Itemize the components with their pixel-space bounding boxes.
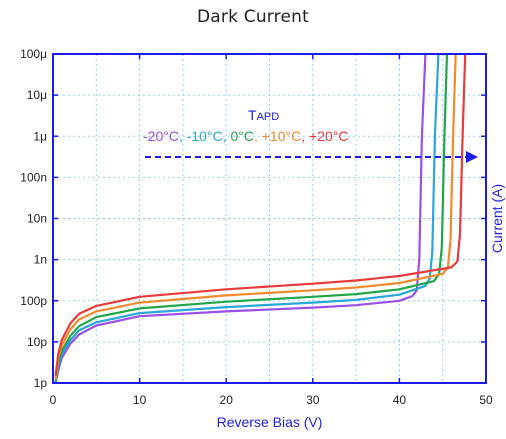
temperature-annotation: TAPD -20°C, -10°C, 0°C, +10°C, +20°C — [143, 107, 478, 163]
x-tick-label: 50 — [479, 393, 493, 407]
x-tick-label: 0 — [50, 393, 57, 407]
y-tick-label: 100n — [20, 170, 47, 184]
series-line — [54, 53, 449, 384]
chart-title: Dark Current — [197, 7, 309, 27]
x-axis-label: Reverse Bias (V) — [217, 414, 323, 430]
x-tick-label: 30 — [306, 393, 320, 407]
y-tick-label: 10p — [27, 335, 47, 349]
x-tick-label: 40 — [393, 393, 407, 407]
y-tick-label: 100p — [20, 294, 47, 308]
annotation-title: TAPD — [248, 107, 279, 123]
x-tick-label: 10 — [133, 393, 147, 407]
y-tick-label: 1p — [34, 376, 48, 390]
annotation-label-part: +20°C — [309, 128, 348, 144]
annotation-label-part: 0°C — [230, 128, 254, 144]
y-tick-label: 10μ — [27, 88, 47, 102]
y-tick-label: 1n — [34, 253, 47, 267]
annotation-labels: -20°C, -10°C, 0°C, +10°C, +20°C — [143, 128, 348, 144]
x-tick-label: 20 — [220, 393, 234, 407]
series-line — [54, 53, 440, 384]
ticks: 1p 10p 100p 1n 10n 100n 1μ 10μ 100μ 0 10 20 30 40 50 — [20, 47, 493, 407]
annotation-label-part: , — [254, 128, 262, 144]
series-line — [54, 53, 427, 384]
annotation-label-part: , — [301, 128, 309, 144]
y-tick-label: 1μ — [33, 129, 47, 143]
y-tick-label: 10n — [27, 212, 47, 226]
grid — [53, 54, 486, 383]
y-tick-label: 100μ — [20, 47, 47, 61]
curves — [54, 53, 467, 384]
annotation-label-part: -10°C — [187, 128, 223, 144]
annotation-label-part: +10°C — [262, 128, 301, 144]
y-axis-label: Current (A) — [489, 184, 505, 253]
annotation-label-part: , — [179, 128, 187, 144]
annotation-label-part: , — [223, 128, 231, 144]
series-line — [54, 53, 467, 376]
annotation-label-part: -20°C — [143, 128, 179, 144]
series-line — [54, 53, 457, 380]
annotation-arrowhead — [466, 151, 478, 163]
